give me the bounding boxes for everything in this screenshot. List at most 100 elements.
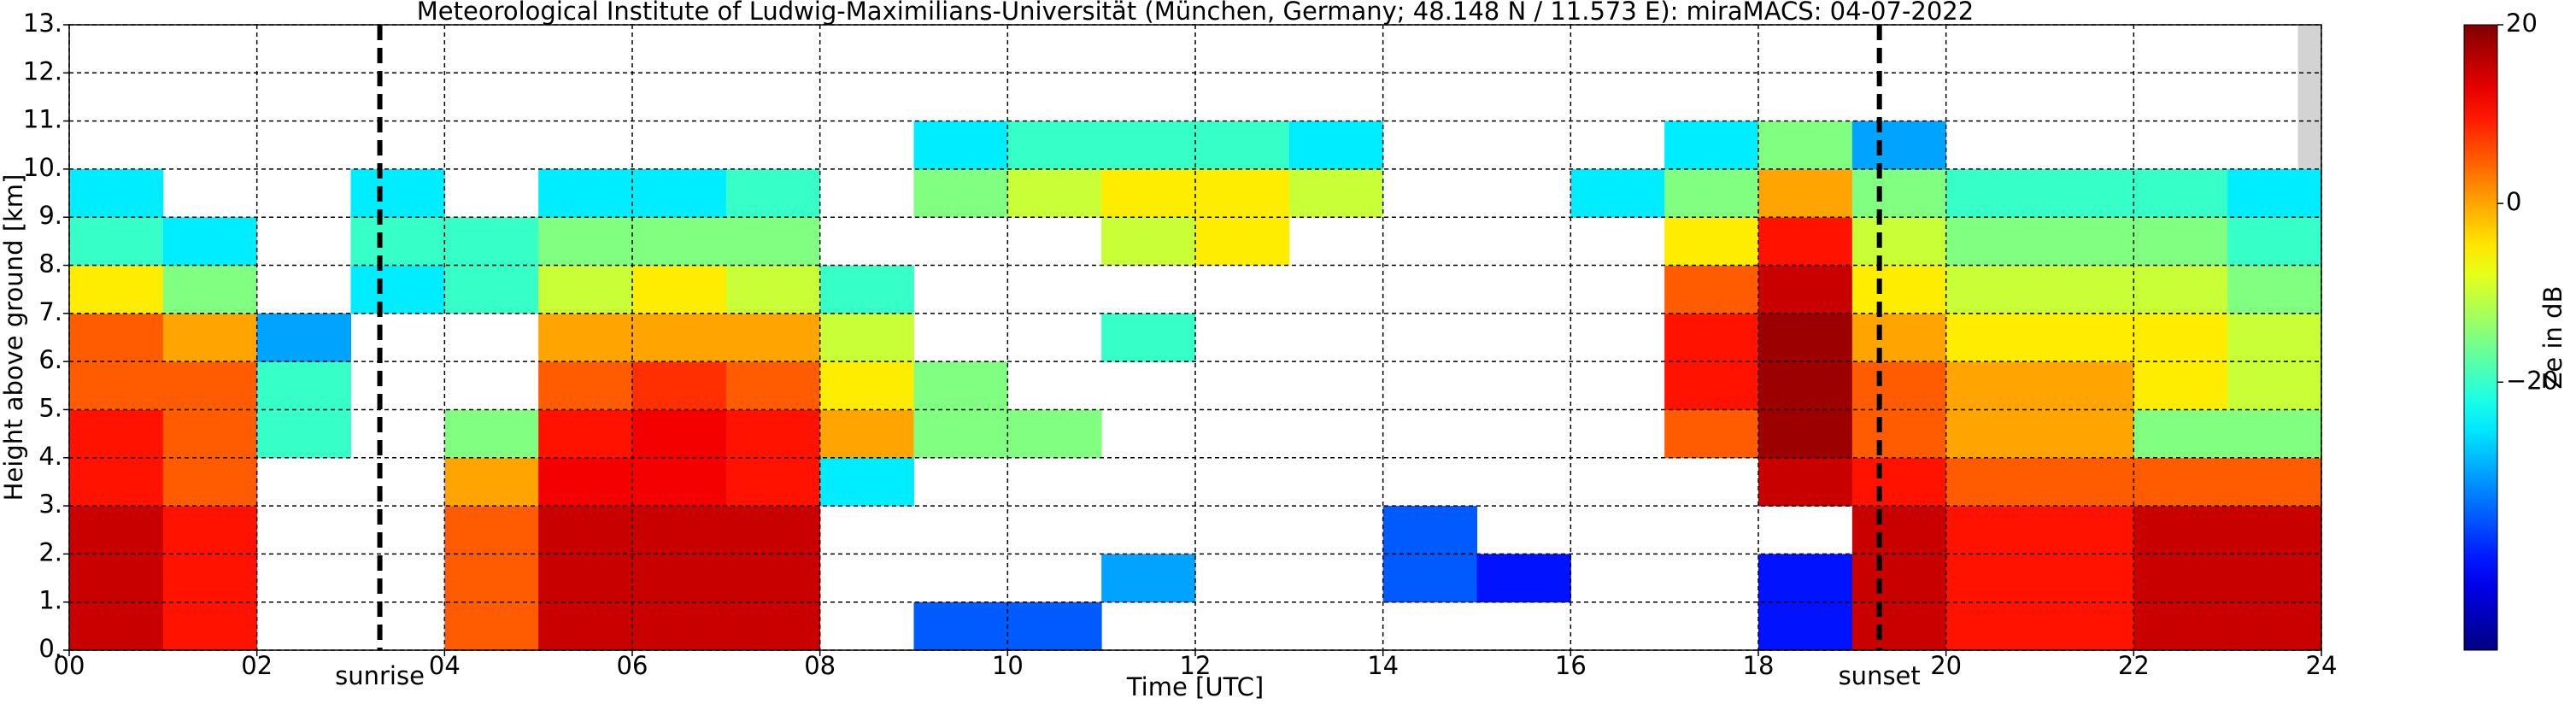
heat-cell bbox=[1101, 120, 1196, 170]
x-tick-label: 04 bbox=[429, 651, 461, 680]
heat-cell bbox=[162, 601, 258, 651]
heat-cell bbox=[2227, 265, 2322, 314]
heat-cell bbox=[162, 506, 258, 554]
heat-cell bbox=[2039, 601, 2134, 651]
x-tick-label: 24 bbox=[2306, 651, 2338, 680]
heat-cell bbox=[256, 313, 351, 362]
heat-cell bbox=[2039, 313, 2134, 362]
heat-cell bbox=[913, 361, 1008, 410]
heat-cell bbox=[444, 265, 539, 314]
heat-cell bbox=[69, 457, 164, 507]
heat-cell bbox=[1945, 409, 2040, 459]
heat-cell bbox=[1758, 265, 1853, 314]
heat-cell bbox=[1945, 168, 2040, 218]
y-tick-label: 0. bbox=[38, 634, 62, 663]
heat-cell bbox=[538, 361, 633, 410]
heat-cell bbox=[1664, 409, 1759, 459]
y-tick-label: 10. bbox=[23, 153, 62, 182]
heat-cell bbox=[632, 361, 727, 410]
heat-cell bbox=[1851, 506, 1947, 554]
heat-cell bbox=[444, 601, 539, 651]
heat-cell bbox=[1945, 265, 2040, 314]
heat-cell bbox=[1007, 409, 1102, 459]
heat-cell bbox=[1195, 168, 1290, 218]
heat-cell bbox=[1758, 120, 1853, 170]
heat-cell bbox=[725, 265, 821, 314]
heat-cell bbox=[256, 409, 351, 459]
heat-cell bbox=[2039, 409, 2134, 459]
heat-cell bbox=[1288, 168, 1384, 218]
heat-cell bbox=[725, 554, 821, 603]
heat-cell bbox=[69, 313, 164, 362]
heat-cell bbox=[162, 217, 258, 267]
heat-cell bbox=[1851, 601, 1947, 651]
heat-cell bbox=[538, 265, 633, 314]
heat-cell bbox=[2039, 457, 2134, 507]
heat-cell bbox=[725, 313, 821, 362]
y-tick-label: 1. bbox=[38, 586, 62, 615]
heat-cell bbox=[1851, 168, 1947, 218]
heat-cell bbox=[819, 313, 914, 362]
heat-cell bbox=[1945, 361, 2040, 410]
heat-cell bbox=[725, 409, 821, 459]
y-tick-label: 4. bbox=[38, 442, 62, 471]
heat-cell bbox=[2039, 361, 2134, 410]
heat-cell bbox=[2227, 506, 2322, 554]
heat-cell bbox=[162, 457, 258, 507]
heat-cell bbox=[2133, 457, 2228, 507]
heat-cell bbox=[2133, 217, 2228, 267]
heat-cell bbox=[1758, 409, 1853, 459]
heat-cell bbox=[725, 168, 821, 218]
heat-cell bbox=[725, 217, 821, 267]
x-axis-label: Time [UTC] bbox=[1126, 672, 1264, 701]
heat-cell bbox=[2133, 168, 2228, 218]
heat-cell bbox=[538, 217, 633, 267]
heat-cell bbox=[1476, 554, 1571, 603]
heat-cell bbox=[725, 506, 821, 554]
heat-cell bbox=[1664, 168, 1759, 218]
y-tick-label: 2. bbox=[38, 537, 62, 566]
heat-cell bbox=[444, 506, 539, 554]
x-tick-label: 18 bbox=[1743, 651, 1775, 680]
heat-cell bbox=[2039, 554, 2134, 603]
heat-cell bbox=[2039, 506, 2134, 554]
heat-cell bbox=[1382, 554, 1477, 603]
heat-cell bbox=[256, 361, 351, 410]
heat-cell bbox=[1945, 601, 2040, 651]
heat-cell bbox=[162, 554, 258, 603]
heat-cell bbox=[162, 361, 258, 410]
y-tick-label: 8. bbox=[38, 249, 62, 279]
heat-cell bbox=[350, 265, 445, 314]
heat-cell bbox=[1101, 168, 1196, 218]
heat-cell bbox=[632, 601, 727, 651]
heat-cell bbox=[162, 265, 258, 314]
heat-cell bbox=[2227, 601, 2322, 651]
heat-cell bbox=[1664, 120, 1759, 170]
heat-cell bbox=[725, 457, 821, 507]
heat-cell bbox=[1382, 506, 1477, 554]
x-tick-label: 02 bbox=[241, 651, 273, 680]
x-tick-label: 08 bbox=[804, 651, 836, 680]
heat-cell bbox=[2227, 409, 2322, 459]
heat-cell bbox=[2227, 313, 2322, 362]
heat-cell bbox=[1664, 361, 1759, 410]
heat-cell bbox=[913, 168, 1008, 218]
heat-cell bbox=[69, 601, 164, 651]
colorbar-tick-label: −20 bbox=[2506, 366, 2558, 395]
heat-cell bbox=[538, 506, 633, 554]
heat-cell bbox=[69, 217, 164, 267]
heat-cell bbox=[69, 409, 164, 459]
heat-cell bbox=[538, 554, 633, 603]
heat-cell bbox=[1851, 217, 1947, 267]
heat-cell bbox=[632, 457, 727, 507]
heat-cell bbox=[1851, 313, 1947, 362]
heat-cell bbox=[2227, 457, 2322, 507]
x-tick-label: 06 bbox=[617, 651, 648, 680]
heat-cell bbox=[162, 313, 258, 362]
heat-cell bbox=[538, 457, 633, 507]
x-tick-label: 20 bbox=[1930, 651, 1962, 680]
heat-cell bbox=[2227, 554, 2322, 603]
heat-cell bbox=[725, 601, 821, 651]
colorbar-tick-label: 20 bbox=[2506, 9, 2538, 38]
